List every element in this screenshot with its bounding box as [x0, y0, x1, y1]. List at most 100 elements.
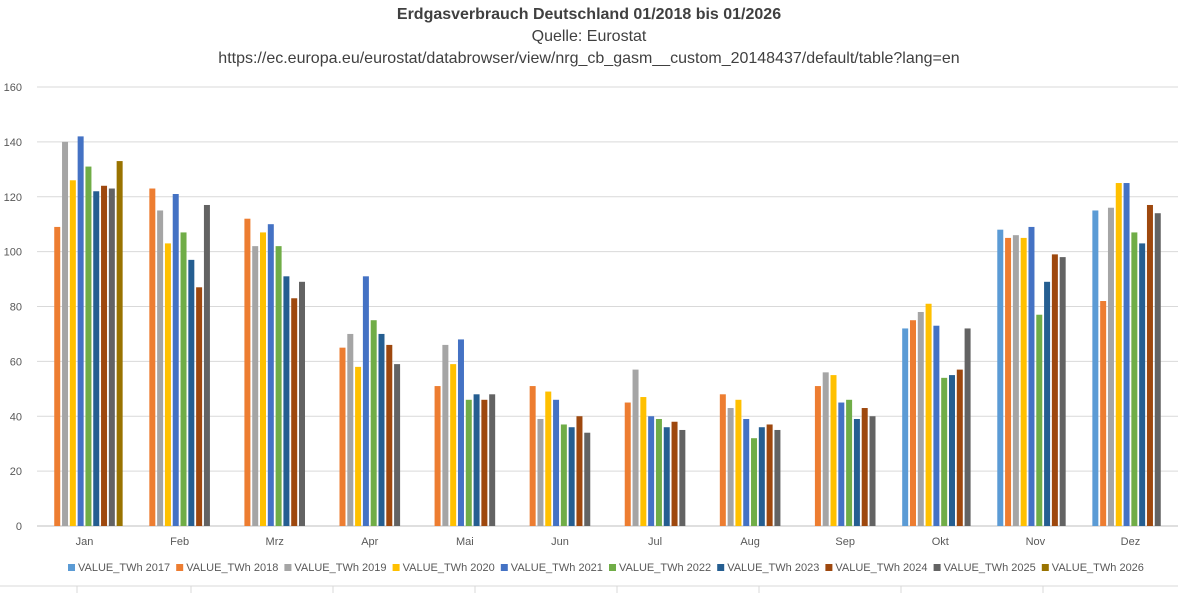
bar	[822, 372, 829, 526]
bar	[1051, 254, 1058, 526]
bar	[671, 421, 678, 526]
bar	[1092, 210, 1099, 526]
bar	[252, 246, 259, 526]
x-tick-label: Apr	[361, 536, 378, 548]
bar	[172, 194, 179, 526]
bar	[116, 161, 123, 527]
bar	[584, 432, 591, 526]
bar	[933, 325, 940, 526]
x-tick-label: Jul	[648, 536, 662, 548]
bar	[267, 224, 274, 526]
bar	[853, 418, 860, 526]
legend-label: VALUE_TWh 2023	[727, 562, 819, 574]
legend-label: VALUE_TWh 2024	[835, 562, 927, 574]
bar	[774, 429, 781, 526]
bar	[1139, 243, 1146, 527]
y-tick-label: 20	[10, 466, 22, 478]
bar	[362, 276, 369, 526]
bar	[545, 391, 552, 526]
bar	[758, 427, 765, 526]
bar	[655, 418, 662, 526]
bar	[640, 397, 647, 526]
bar	[997, 229, 1004, 527]
legend-swatch	[500, 564, 508, 571]
legend-swatch	[1041, 564, 1049, 571]
bar	[1131, 232, 1138, 526]
bar	[632, 369, 639, 526]
bar	[386, 344, 393, 526]
bar	[339, 347, 346, 526]
x-tick-label: Jan	[76, 536, 94, 548]
x-tick-label: Mrz	[266, 536, 284, 548]
legend-swatch	[176, 564, 184, 571]
bar	[830, 375, 837, 526]
bar	[188, 259, 195, 526]
chart-source: https://ec.europa.eu/eurostat/databrowse…	[218, 50, 960, 67]
bar	[925, 303, 932, 526]
bar	[1012, 235, 1019, 526]
bar	[902, 328, 909, 526]
bar	[1146, 204, 1153, 526]
bar	[909, 320, 916, 526]
x-tick-label: Dez	[1121, 536, 1141, 548]
bar	[663, 427, 670, 526]
x-tick-label: Mai	[456, 536, 474, 548]
bar	[679, 429, 686, 526]
legend-swatch	[825, 564, 833, 571]
bar	[394, 364, 401, 526]
legend-label: VALUE_TWh 2022	[619, 562, 711, 574]
legend-swatch	[392, 564, 400, 571]
bar	[457, 339, 464, 526]
legend-label: VALUE_TWh 2025	[944, 562, 1036, 574]
bar	[648, 416, 655, 526]
bar	[751, 438, 758, 526]
bar	[735, 399, 742, 526]
bar	[917, 311, 924, 526]
bar	[378, 333, 385, 526]
bar	[473, 394, 480, 526]
bar	[743, 418, 750, 526]
bar	[157, 210, 164, 526]
bar	[481, 399, 488, 526]
x-tick-label: Aug	[740, 536, 760, 548]
bar	[291, 298, 298, 526]
y-tick-label: 60	[10, 356, 22, 368]
legend-swatch	[933, 564, 941, 571]
x-tick-label: Sep	[835, 536, 855, 548]
bar	[180, 232, 187, 526]
bar	[1100, 301, 1107, 526]
bar	[149, 188, 156, 527]
bar	[1107, 207, 1114, 526]
chart-subtitle: Quelle: Eurostat	[531, 28, 647, 45]
x-tick-label: Jun	[551, 536, 569, 548]
y-tick-label: 140	[4, 137, 22, 149]
legend-swatch	[609, 564, 616, 571]
legend-swatch	[284, 564, 292, 571]
chart-title-block: Erdgasverbrauch Deutschland 01/2018 bis …	[0, 4, 1178, 70]
bar	[948, 375, 955, 526]
bar	[1020, 237, 1027, 526]
bar	[727, 408, 734, 526]
bar	[1044, 281, 1051, 526]
bar	[1059, 257, 1066, 526]
bar	[101, 185, 108, 526]
y-tick-label: 120	[4, 192, 22, 204]
bar	[347, 333, 354, 526]
bar	[275, 246, 282, 526]
bar	[529, 386, 536, 526]
bar	[719, 394, 726, 526]
bar	[956, 369, 963, 526]
y-tick-label: 0	[16, 521, 22, 533]
bar	[869, 416, 876, 526]
bar	[77, 136, 84, 526]
bar	[450, 364, 457, 526]
y-tick-label: 160	[4, 82, 22, 94]
legend-label: VALUE_TWh 2021	[511, 562, 603, 574]
bar	[54, 226, 61, 526]
legend-label: VALUE_TWh 2020	[403, 562, 495, 574]
bar	[93, 191, 100, 526]
bar	[203, 204, 210, 526]
bar	[576, 416, 583, 526]
chart-title: Erdgasverbrauch Deutschland 01/2018 bis …	[396, 6, 782, 23]
bar	[1036, 314, 1043, 526]
